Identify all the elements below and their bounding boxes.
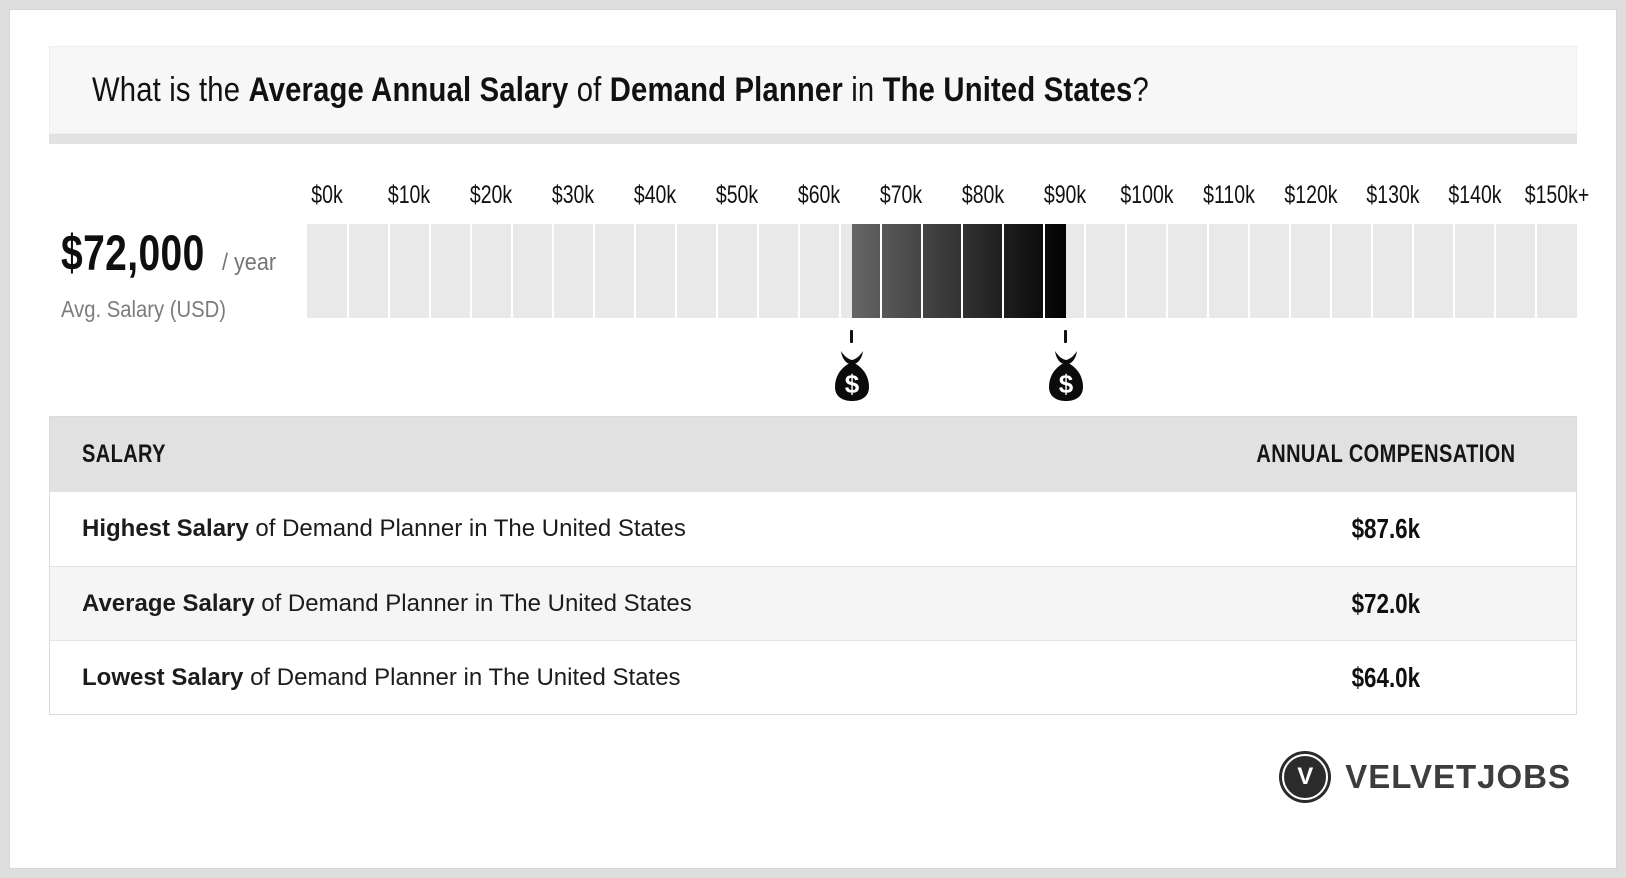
salary-table: SALARY ANNUAL COMPENSATION Highest Salar… bbox=[49, 416, 1577, 715]
money-bag-icon: $ bbox=[1048, 351, 1083, 401]
average-salary-amount: $72,000 bbox=[61, 225, 205, 281]
axis-tick-label: $30k bbox=[552, 181, 595, 209]
bar-segment-gap bbox=[879, 224, 882, 318]
axis-tick-label: $0k bbox=[311, 181, 344, 209]
bar-segment-gap bbox=[510, 224, 513, 318]
table-row: Average Salary of Demand Planner in The … bbox=[50, 566, 1576, 640]
bar-segment-gap bbox=[1289, 224, 1292, 318]
footer: V VELVETJOBS bbox=[49, 715, 1577, 803]
axis-tick-label: $90k bbox=[1043, 181, 1087, 209]
bar-segment-gap bbox=[961, 224, 964, 318]
bar-segment-gap bbox=[1412, 224, 1415, 318]
axis-tick-label: $80k bbox=[961, 181, 1005, 209]
axis-tick-label: $60k bbox=[797, 181, 841, 209]
table-row: Highest Salary of Demand Planner in The … bbox=[50, 492, 1576, 566]
velvetjobs-logo-icon: V bbox=[1279, 751, 1332, 803]
bar-segment-gap bbox=[797, 224, 800, 318]
title-text: of bbox=[568, 70, 610, 109]
bar-segment-gap bbox=[1330, 224, 1333, 318]
marker-tick bbox=[850, 330, 854, 343]
axis-tick-label: $70k bbox=[879, 181, 923, 209]
average-salary-caption: Avg. Salary (USD) bbox=[61, 296, 226, 322]
bar-segment-gap bbox=[674, 224, 677, 318]
marker-tick bbox=[1064, 330, 1068, 343]
bar-segment-gap bbox=[1084, 224, 1087, 318]
axis-tick-label: $130k bbox=[1366, 181, 1420, 209]
highest-salary-marker: $ bbox=[1044, 330, 1088, 402]
title-emphasis: The United States bbox=[882, 70, 1133, 109]
row-value: $87.6k bbox=[1351, 513, 1421, 544]
axis-tick-label: $120k bbox=[1284, 181, 1338, 209]
bar-segment-gap bbox=[633, 224, 636, 318]
page-title: What is the Average Annual Salary of Dem… bbox=[92, 71, 1149, 110]
bar-segment-gap bbox=[1002, 224, 1005, 318]
table-header-row: SALARY ANNUAL COMPENSATION bbox=[50, 417, 1576, 492]
row-label: Highest Salary of Demand Planner in The … bbox=[82, 515, 686, 542]
axis-tick-label: $150k+ bbox=[1524, 181, 1589, 209]
bar-segment-gap bbox=[551, 224, 554, 318]
brand-name: VELVETJOBS bbox=[1345, 758, 1571, 795]
title-banner: What is the Average Annual Salary of Dem… bbox=[49, 46, 1577, 134]
bar-segment-gap bbox=[1166, 224, 1169, 318]
logo-letter: V bbox=[1297, 763, 1314, 790]
axis-tick-label: $20k bbox=[470, 181, 513, 209]
salary-scale-chart: $72,000 / year Avg. Salary (USD) $0k $10k… bbox=[49, 144, 1589, 416]
bar-segment-gap bbox=[1535, 224, 1538, 318]
bar-segment-gap bbox=[428, 224, 431, 318]
bar-segment-gap bbox=[1125, 224, 1128, 318]
title-text: What is the bbox=[92, 70, 249, 109]
title-emphasis: Demand Planner bbox=[609, 70, 843, 109]
row-label: Average Salary of Demand Planner in The … bbox=[82, 589, 692, 617]
money-bag-icon: $ bbox=[834, 351, 869, 401]
bar-segment-gap bbox=[346, 224, 349, 318]
bar-segment-gap bbox=[1453, 224, 1456, 318]
bar-segment-gap bbox=[1371, 224, 1374, 318]
title-text: ? bbox=[1132, 70, 1149, 109]
axis-tick-label: $140k bbox=[1448, 181, 1502, 209]
compensation-column-header: ANNUAL COMPENSATION bbox=[1256, 440, 1516, 468]
axis-tick-label: $50k bbox=[716, 181, 759, 209]
axis-tick-label: $100k bbox=[1120, 181, 1174, 209]
average-salary-summary: $72,000 / year Avg. Salary (USD) bbox=[61, 224, 282, 323]
bar-segment-gap bbox=[1043, 224, 1046, 318]
axis-tick-label: $40k bbox=[634, 181, 677, 209]
bar-segment-gap bbox=[387, 224, 390, 318]
table-row: Lowest Salary of Demand Planner in The U… bbox=[50, 640, 1576, 714]
bar-segment-gap bbox=[715, 224, 718, 318]
title-emphasis: Average Annual Salary bbox=[248, 70, 569, 109]
infographic-card: What is the Average Annual Salary of Dem… bbox=[9, 9, 1617, 869]
title-text: in bbox=[842, 70, 883, 109]
salary-range-highlight bbox=[851, 224, 1066, 318]
svg-text:$: $ bbox=[845, 369, 860, 399]
axis-tick-label: $10k bbox=[388, 181, 431, 209]
bar-segment-gap bbox=[838, 224, 841, 318]
salary-bar-area: $0k $10k $20k $30k $40k $50k $60k $70k $80k $90k $… bbox=[307, 144, 1589, 401]
velvetjobs-brand-link[interactable]: V VELVETJOBS bbox=[1279, 751, 1571, 803]
bar-segment-gap bbox=[469, 224, 472, 318]
bar-segment-gap bbox=[592, 224, 595, 318]
title-banner-shadow bbox=[49, 134, 1577, 144]
bar-segment-gap bbox=[1207, 224, 1210, 318]
row-label: Lowest Salary of Demand Planner in The U… bbox=[82, 663, 681, 691]
salary-axis: $0k $10k $20k $30k $40k $50k $60k $70k $80k $90k $… bbox=[307, 180, 1589, 210]
bar-segment-gap bbox=[1494, 224, 1497, 318]
average-salary-period: / year bbox=[221, 249, 276, 276]
row-value: $72.0k bbox=[1351, 587, 1421, 619]
svg-text:$: $ bbox=[1058, 369, 1073, 399]
row-value: $64.0k bbox=[1351, 661, 1421, 693]
bar-segment-gap bbox=[756, 224, 759, 318]
salary-column-header: SALARY bbox=[82, 440, 166, 468]
bar-segment-gap bbox=[1248, 224, 1251, 318]
lowest-salary-marker: $ bbox=[830, 330, 874, 402]
bar-segment-gap bbox=[920, 224, 923, 318]
salary-range-bar bbox=[307, 224, 1577, 318]
axis-tick-label: $110k bbox=[1202, 181, 1255, 209]
